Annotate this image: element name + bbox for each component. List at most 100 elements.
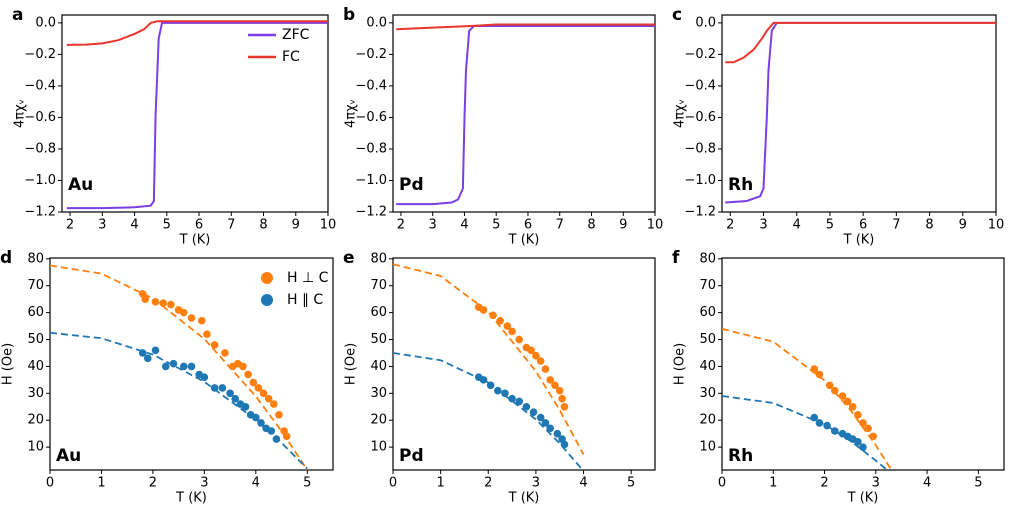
y-tick-label: 30 [27,386,44,401]
x-axis-label: T (K) [179,233,211,248]
data-point [151,346,160,355]
data-line [396,25,655,206]
y-tick-label: −0.2 [24,47,56,62]
data-point [159,299,167,307]
x-tick-label: 6 [524,218,532,233]
data-line [725,21,996,64]
data-point [810,365,819,373]
data-point [869,432,878,441]
data-line [725,21,996,204]
data-line [66,20,328,46]
data-point [267,427,276,435]
y-tick-label: −0.2 [355,47,387,62]
x-tick-label: 2 [820,476,828,491]
data-point [239,362,247,371]
x-tick-label: 10 [320,218,337,233]
y-tick-label: −0.4 [24,78,56,93]
data-point [546,376,554,384]
data-point [541,365,550,373]
data-point [859,443,867,451]
x-tick-label: 0 [718,476,726,491]
y-tick-label: 20 [699,413,716,428]
y-tick-label: 20 [370,413,387,428]
data-point [254,384,263,392]
y-tick-label: 50 [699,332,716,347]
data-point [810,413,819,422]
x-axis-label: T (K) [508,233,540,248]
x-axis-label: T (K) [175,491,207,506]
sample-label: Rh [728,446,753,466]
data-point [864,424,872,433]
y-tick-label: 30 [370,386,387,401]
data-point [527,346,535,355]
y-tick-label: 60 [699,305,716,320]
panel-label: b [343,5,355,25]
data-point [479,306,488,314]
x-axis-label: T (K) [843,233,875,248]
x-tick-label: 8 [587,218,595,233]
legend-label: H ⊥ C [287,270,329,286]
data-point [843,397,852,406]
panel-label: c [672,5,682,25]
data-point [823,421,831,430]
data-point [560,440,569,449]
y-tick-label: 60 [370,305,387,320]
data-point [210,341,219,349]
x-tick-label: 0 [46,476,54,491]
data-point [515,335,524,344]
data-point [503,322,512,330]
x-tick-label: 3 [429,218,437,233]
y-tick-label: 40 [27,359,44,374]
y-tick-label: 50 [27,332,44,347]
y-tick-label: 0.0 [695,15,716,30]
plot-frame [392,14,656,213]
data-point [541,419,550,427]
x-tick-label: 9 [292,218,300,233]
data-point [141,295,149,303]
data-point [529,408,538,416]
x-tick-label: 6 [859,218,867,233]
data-point [496,316,504,325]
data-point [264,394,273,403]
x-tick-label: 2 [149,476,157,491]
data-point [282,432,291,441]
data-point [494,386,502,395]
data-point [161,362,170,371]
y-tick-label: −0.4 [355,78,387,93]
y-tick-label: 10 [699,440,716,455]
data-point [838,392,847,400]
data-point [244,370,252,379]
data-point [515,397,524,406]
legend-label: H ∥ C [287,292,323,308]
data-point [272,435,281,443]
data-point [532,351,540,360]
data-point [522,402,531,411]
y-tick-label: −0.6 [355,110,387,125]
x-axis-label: T (K) [508,491,540,506]
x-tick-label: 7 [556,218,564,233]
data-point [501,389,509,398]
fit-curve [392,263,585,455]
y-axis-label: H (Oe) [673,343,688,385]
data-point [479,376,488,384]
plot-frame [721,257,1005,471]
x-tick-label: 9 [959,218,967,233]
x-tick-label: 4 [793,218,801,233]
data-point [815,419,824,427]
data-point [848,402,857,411]
data-point [179,362,188,371]
x-tick-label: 3 [98,218,106,233]
y-tick-label: −0.6 [684,110,716,125]
sample-label: Rh [728,175,753,195]
data-point [210,384,219,392]
sample-label: Au [68,175,93,195]
plot-frame [721,14,997,213]
y-axis-label: 4πχᵥ [673,99,688,128]
y-tick-label: −0.8 [24,141,56,156]
data-point [221,349,229,357]
legend-swatch [261,294,273,306]
y-tick-label: −0.6 [24,110,56,125]
y-tick-label: 80 [699,251,716,266]
data-point [546,424,554,433]
